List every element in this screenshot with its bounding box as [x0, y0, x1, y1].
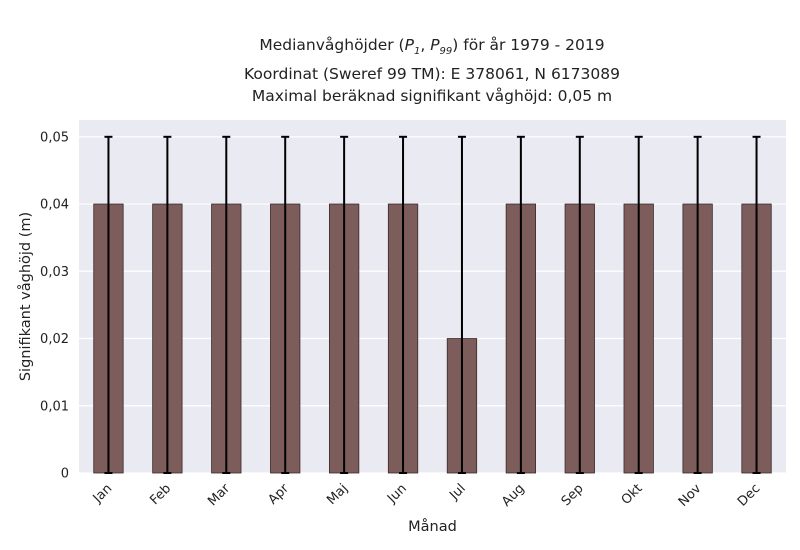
- x-tick-label: Aug: [499, 481, 528, 510]
- x-tick-label: Sep: [559, 481, 587, 509]
- y-axis-label: Signifikant våghöjd (m): [17, 212, 34, 381]
- y-tick-label: 0,03: [40, 265, 69, 280]
- x-tick-label: Jun: [384, 481, 410, 507]
- x-tick-label: Apr: [266, 481, 293, 508]
- x-tick-labels: Jan Feb Mar Apr Maj Jun Jul Aug Sep Okt Nov Dec: [90, 481, 764, 510]
- y-tick-labels: 0 0,01 0,02 0,03 0,04 0,05: [40, 130, 69, 481]
- y-tick-label: 0: [61, 467, 69, 482]
- chart-title-line-3: Maximal beräknad signifikant våghöjd: 0,…: [251, 87, 613, 106]
- x-tick-label: Nov: [676, 481, 705, 510]
- y-tick-label: 0,02: [40, 332, 69, 347]
- error-bars: [104, 135, 761, 474]
- chart-title-line-1: Medianvåghöjder (P1, P99) för år 1979 - …: [259, 36, 605, 58]
- grid-lines: [79, 136, 786, 474]
- chart-title-line-2: Koordinat (Sweref 99 TM): E 378061, N 61…: [244, 65, 620, 84]
- y-tick-label: 0,01: [40, 399, 69, 414]
- x-tick-label: Okt: [619, 481, 646, 508]
- x-tick-label: Jan: [90, 481, 115, 506]
- x-tick-label: Maj: [324, 481, 351, 508]
- x-tick-label: Feb: [147, 481, 174, 508]
- x-axis-label: Månad: [408, 518, 457, 535]
- x-tick-label: Dec: [735, 481, 763, 509]
- x-tick-label: Jul: [446, 481, 468, 503]
- y-tick-label: 0,04: [40, 198, 69, 213]
- x-tick-label: Mar: [205, 481, 233, 509]
- plot-area: [79, 120, 786, 473]
- y-tick-label: 0,05: [40, 130, 69, 145]
- chart-title: Medianvåghöjder (P1, P99) för år 1979 - …: [78, 34, 786, 107]
